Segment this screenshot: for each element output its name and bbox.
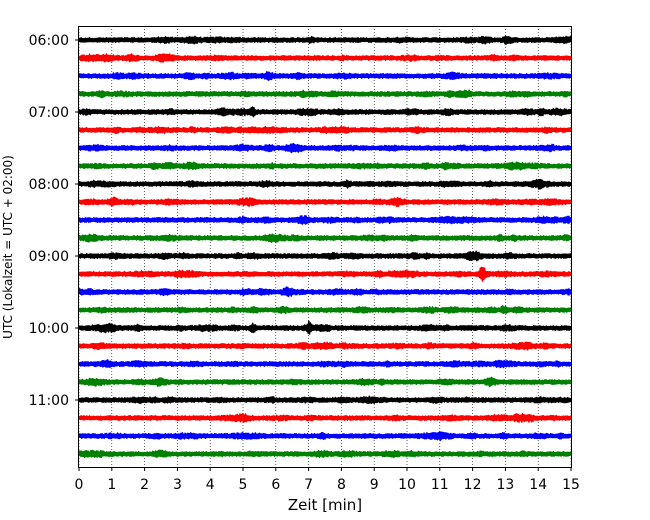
x-tick-label: 10 [398,477,416,493]
x-tick-label: 8 [337,477,346,493]
plot-border [78,26,572,468]
x-tick-label: 9 [370,477,379,493]
seismic-trace [78,431,572,442]
seismic-trace [78,196,572,208]
y-tick-label: 07:00 [29,105,69,121]
y-tick-label: 06:00 [29,33,69,49]
seismic-trace [78,142,572,154]
x-tick-label: 14 [529,477,547,493]
x-tick-label: 5 [239,477,248,493]
seismic-trace [78,161,572,171]
seismic-trace [78,71,572,81]
seismic-trace [78,250,572,262]
x-tick-label: 7 [304,477,313,493]
seismic-trace [78,413,572,423]
y-tick-label: 09:00 [29,249,69,265]
seismic-trace [78,320,572,335]
x-tick-label: 3 [173,477,182,493]
x-tick-label: 2 [140,477,149,493]
trace-group [78,35,572,459]
seismic-trace [78,266,572,282]
x-tick-label: 4 [206,477,215,493]
x-tick-label: 13 [496,477,514,493]
y-tick-label: 08:00 [29,177,69,193]
x-tick-label: 1 [107,477,116,493]
seismic-trace [78,233,572,244]
x-tick-label: 6 [271,477,280,493]
seismic-trace [78,178,572,190]
y-tick-label: 10:00 [29,321,69,337]
seismic-trace [78,106,572,118]
y-axis: 06:00 07:00 08:00 09:00 10:00 11:00 [29,33,79,409]
seismic-trace [78,125,572,135]
seismic-trace [78,395,572,405]
seismic-trace [78,341,572,351]
x-tick-label: 12 [464,477,482,493]
seismic-trace [78,53,572,63]
x-axis-label: Zeit [min] [288,496,362,514]
seismic-trace [78,215,572,225]
seismic-trace [78,35,572,45]
seismic-trace [78,286,572,298]
plot-frame [78,26,572,468]
seismic-trace [78,89,572,99]
seismic-trace [78,359,572,369]
y-tick-label: 11:00 [29,393,69,409]
seismic-trace [78,376,572,388]
x-tick-label: 11 [431,477,449,493]
seismic-trace [78,449,572,459]
x-axis: 0 1 2 3 4 5 6 7 8 9 10 11 12 13 14 15 [75,467,580,493]
x-tick-label: 0 [75,477,84,493]
y-axis-label: UTC (Lokalzeit = UTC + 02:00) [1,155,15,339]
x-tick-label: 15 [562,477,580,493]
seismic-trace [78,305,572,315]
